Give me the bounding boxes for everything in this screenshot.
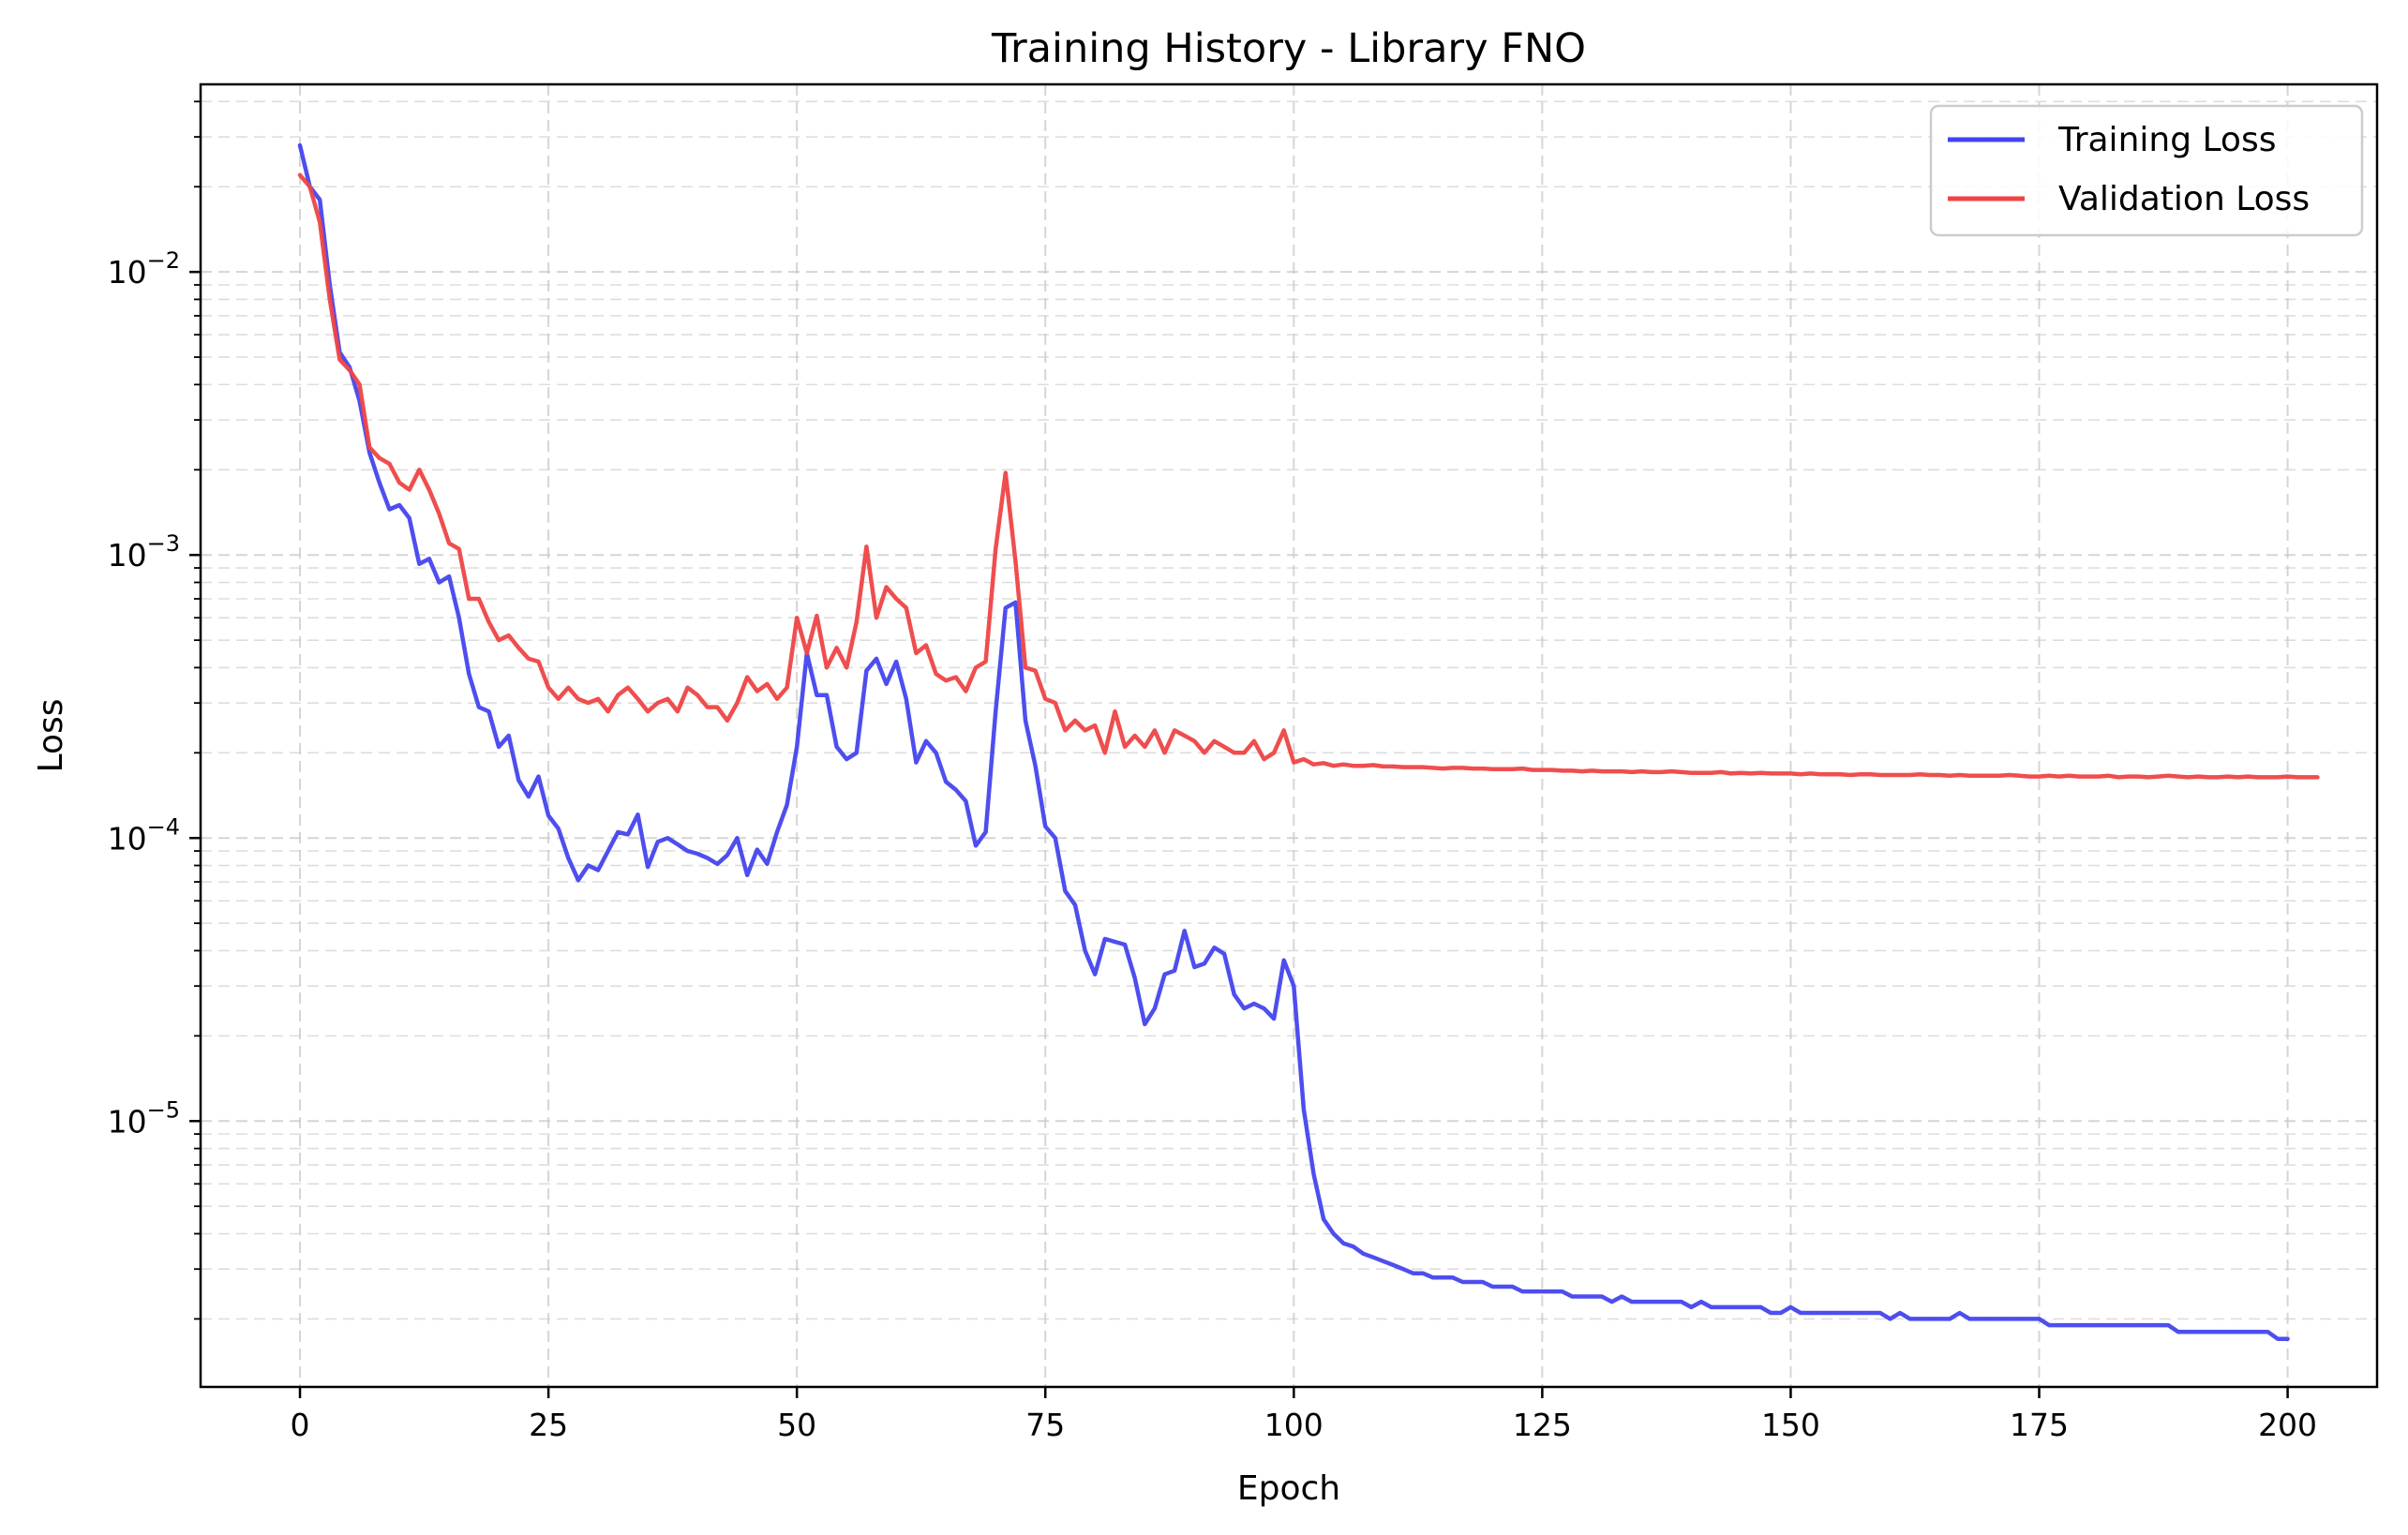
x-tick-label: 50 [777,1407,816,1443]
x-tick-label: 75 [1025,1407,1065,1443]
series-line-training-loss [297,142,2290,1341]
y-tick-label: 10−5 [108,1096,180,1140]
ticks: 0 25 50 75 100 125 150 175 200 10−5 10−4 10−3 10−2 [108,100,2317,1443]
y-tick-label: 10−2 [108,247,180,291]
y-axis-title: Loss [32,699,70,773]
legend: Training Loss Validation Loss [1929,104,2364,237]
x-tick-label: 0 [291,1407,310,1443]
x-tick-label: 200 [2258,1407,2317,1443]
series-line-validation-loss [297,172,2320,780]
y-tick-label: 10−4 [108,813,180,857]
x-tick-label: 125 [1513,1407,1572,1443]
series-layer [297,142,2320,1341]
plot-frame [199,82,2379,1389]
y-tick-label: 10−3 [108,530,180,574]
x-tick-label: 100 [1264,1407,1324,1443]
x-tick-label: 175 [2010,1407,2069,1443]
legend-label-training-loss: Training Loss [2057,121,2276,159]
legend-box [1929,104,2364,237]
x-tick-label: 150 [1761,1407,1820,1443]
chart-title: Training History - Library FNO [991,25,1586,72]
grid [201,84,2377,1387]
legend-label-validation-loss: Validation Loss [2058,180,2310,218]
x-tick-label: 25 [529,1407,568,1443]
x-axis-title: Epoch [1237,1469,1340,1508]
